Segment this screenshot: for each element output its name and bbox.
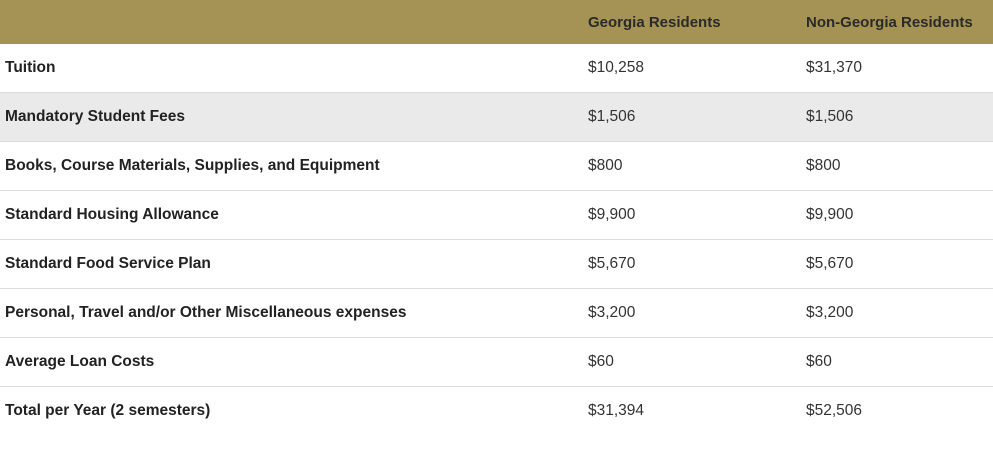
row-label: Total per Year (2 semesters) xyxy=(0,386,583,435)
table-row: Books, Course Materials, Supplies, and E… xyxy=(0,141,993,191)
non-georgia-value: $1,506 xyxy=(801,92,993,142)
non-georgia-value: $3,200 xyxy=(801,288,993,338)
non-georgia-value: $60 xyxy=(801,337,993,387)
table-row: Average Loan Costs $60 $60 xyxy=(0,337,993,387)
header-empty-cell xyxy=(0,0,583,44)
georgia-value: $5,670 xyxy=(583,239,801,289)
cost-of-attendance-table: Georgia Residents Non-Georgia Residents … xyxy=(0,0,993,435)
table-row: Standard Food Service Plan $5,670 $5,670 xyxy=(0,239,993,289)
table-row: Standard Housing Allowance $9,900 $9,900 xyxy=(0,190,993,240)
header-non-georgia-residents: Non-Georgia Residents xyxy=(806,13,973,31)
row-label: Average Loan Costs xyxy=(0,337,583,387)
georgia-value: $60 xyxy=(583,337,801,387)
georgia-value: $10,258 xyxy=(588,59,645,76)
row-label: Standard Housing Allowance xyxy=(0,190,583,240)
table-row: Tuition $10,258 $31,370 xyxy=(0,44,993,93)
georgia-value: $1,506 xyxy=(583,92,801,142)
table-row: Personal, Travel and/or Other Miscellane… xyxy=(0,288,993,338)
georgia-value: $800 xyxy=(583,141,801,191)
header-georgia-residents: Georgia Residents xyxy=(588,13,721,31)
georgia-value: $31,394 xyxy=(583,386,801,435)
row-label: Tuition xyxy=(5,59,56,76)
row-label: Standard Food Service Plan xyxy=(0,239,583,289)
table-header-row: Georgia Residents Non-Georgia Residents xyxy=(0,0,993,44)
non-georgia-value: $52,506 xyxy=(801,386,993,435)
non-georgia-value: $9,900 xyxy=(801,190,993,240)
table-row: Total per Year (2 semesters) $31,394 $52… xyxy=(0,386,993,435)
non-georgia-value: $31,370 xyxy=(806,59,863,76)
row-label: Books, Course Materials, Supplies, and E… xyxy=(0,141,583,191)
georgia-value: $9,900 xyxy=(583,190,801,240)
table-row: Mandatory Student Fees $1,506 $1,506 xyxy=(0,92,993,142)
non-georgia-value: $800 xyxy=(801,141,993,191)
georgia-value: $3,200 xyxy=(583,288,801,338)
non-georgia-value: $5,670 xyxy=(801,239,993,289)
row-label: Mandatory Student Fees xyxy=(0,92,583,142)
row-label: Personal, Travel and/or Other Miscellane… xyxy=(0,288,583,338)
